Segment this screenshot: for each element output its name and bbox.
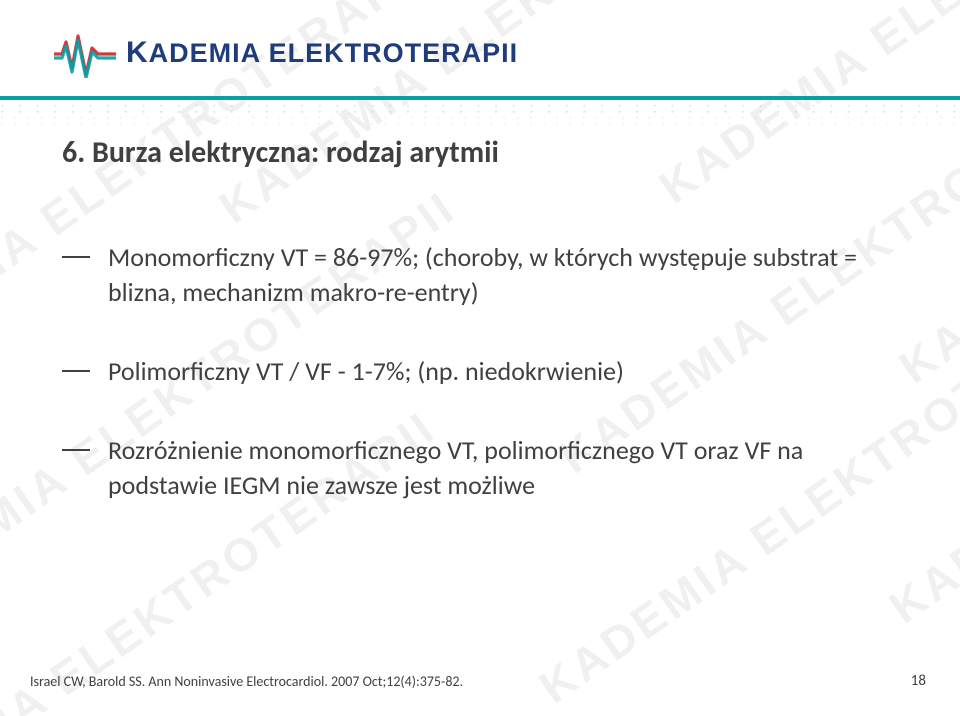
bullet-item: Monomorficzny VT = 86-97%; (choroby, w k…: [62, 240, 900, 310]
header: KADEMIA ELEKTROTERAPII: [54, 28, 518, 78]
dot-band: • • • • • • • • • • • • • • • • • • • • …: [0, 104, 960, 138]
bullet-dash-icon: [62, 449, 90, 503]
bullet-text: Polimorficzny VT / VF - 1-7%; (np. niedo…: [108, 354, 624, 389]
brand-text: KADEMIA ELEKTROTERAPII: [126, 36, 518, 70]
slide: KADEMIA ELEKTROTERAPIIKADEMIA ELEKTROTER…: [0, 0, 960, 716]
brand-rest: ADEMIA ELEKTROTERAPII: [149, 38, 519, 69]
brand-prefix: K: [126, 36, 149, 70]
bullet-item: Polimorficzny VT / VF - 1-7%; (np. niedo…: [62, 354, 900, 389]
slide-body: Monomorficzny VT = 86-97%; (choroby, w k…: [62, 240, 900, 547]
bullet-dash-icon: [62, 256, 90, 310]
citation: Israel CW, Barold SS. Ann Noninvasive El…: [30, 673, 463, 690]
bullet-text: Rozróżnienie monomorficznego VT, polimor…: [108, 433, 900, 503]
bullet-item: Rozróżnienie monomorficznego VT, polimor…: [62, 433, 900, 503]
header-rule: [0, 96, 960, 100]
page-number: 18: [911, 672, 926, 690]
bullet-dash-icon: [62, 370, 90, 389]
bullet-text: Monomorficzny VT = 86-97%; (choroby, w k…: [108, 240, 900, 310]
heartbeat-icon: [54, 28, 116, 78]
slide-title: 6. Burza elektryczna: rodzaj arytmii: [62, 134, 499, 171]
